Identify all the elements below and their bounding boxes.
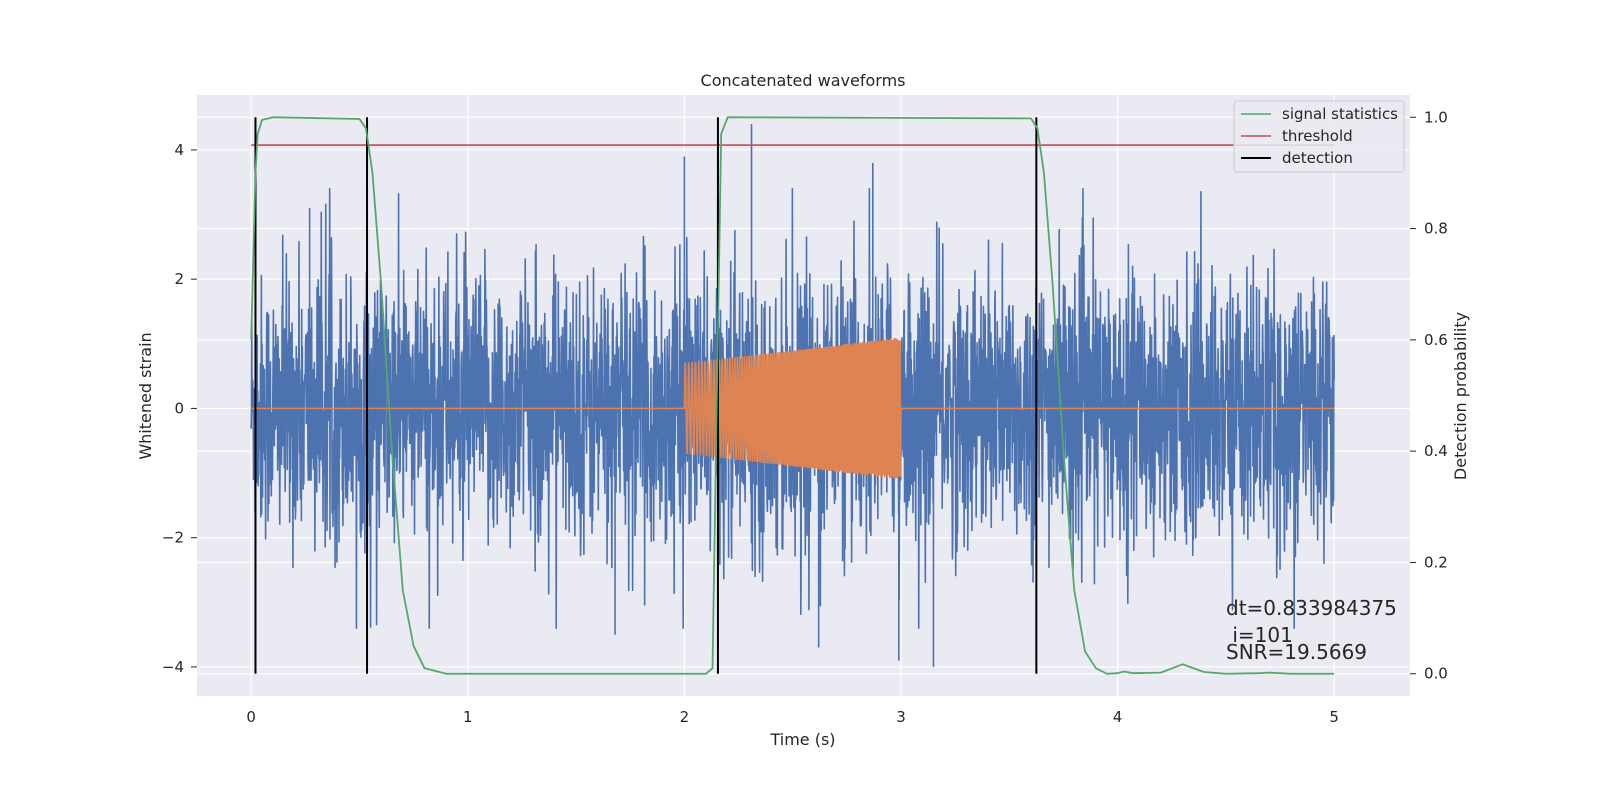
x-tick-label: 0 — [246, 708, 256, 726]
y-tick-label: 0 — [174, 399, 184, 417]
y2-tick-label: 0.4 — [1424, 442, 1448, 460]
y2-tick-label: 0.8 — [1424, 220, 1448, 238]
y2-tick-label: 0.0 — [1424, 665, 1448, 683]
x-axis-title: Time (s) — [769, 730, 835, 749]
legend: signal statistics threshold detection — [1233, 100, 1405, 173]
x-tick-label: 5 — [1329, 708, 1339, 726]
y-tick-label: −4 — [162, 658, 184, 676]
legend-label-threshold: threshold — [1282, 127, 1353, 145]
x-tick-label: 1 — [463, 708, 473, 726]
annotation-index: i=101 — [1226, 623, 1293, 647]
x-tick-label: 4 — [1113, 708, 1123, 726]
y2-tick-label: 0.2 — [1424, 553, 1448, 571]
series-layer — [250, 116, 1335, 675]
y2-tick-label: 1.0 — [1424, 108, 1448, 126]
x-tick-label: 2 — [680, 708, 690, 726]
annotation-snr: SNR=19.5669 — [1226, 640, 1367, 664]
y-tick-label: 2 — [174, 270, 184, 288]
y-tick-label: 4 — [174, 141, 184, 159]
legend-box — [1233, 100, 1405, 173]
annotation-dt: dt=0.833984375 — [1226, 596, 1397, 620]
legend-label-signal-statistics: signal statistics — [1282, 105, 1398, 123]
axis-ticks: 0 1 2 3 4 5 −4 −2 0 2 4 0.0 0.2 0.4 0.6 0.8 1.0 — [162, 108, 1448, 726]
y-axis-title: Whitened strain — [136, 332, 155, 459]
injected-chirp-line — [251, 338, 1335, 479]
y2-tick-label: 0.6 — [1424, 331, 1448, 349]
chart-title: Concatenated waveforms — [701, 71, 906, 90]
y2-axis-title: Detection probability — [1451, 312, 1470, 480]
annotations: dt=0.833984375 i=101 SNR=19.5669 — [1226, 596, 1397, 664]
signal-statistics-line — [250, 116, 1335, 675]
legend-label-detection: detection — [1282, 149, 1353, 167]
y-tick-label: −2 — [162, 529, 184, 547]
x-tick-label: 3 — [896, 708, 906, 726]
